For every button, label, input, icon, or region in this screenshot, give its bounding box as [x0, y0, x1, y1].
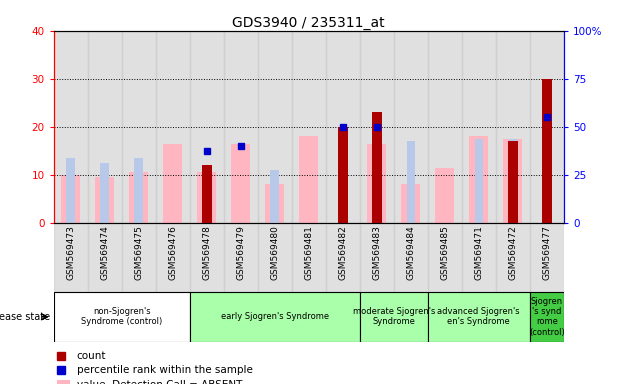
Text: GSM569479: GSM569479: [236, 225, 245, 280]
Text: GSM569472: GSM569472: [508, 225, 517, 280]
Bar: [224, 223, 258, 292]
Bar: [270, 170, 279, 223]
Bar: [542, 79, 552, 223]
Text: GSM569480: GSM569480: [270, 225, 279, 280]
Bar: [394, 223, 428, 292]
Text: GSM569476: GSM569476: [168, 225, 177, 280]
Text: GSM569475: GSM569475: [134, 225, 143, 280]
Bar: [190, 31, 224, 223]
Bar: [197, 172, 216, 223]
Bar: [394, 31, 428, 223]
Bar: [122, 31, 156, 223]
Text: GSM569484: GSM569484: [406, 225, 415, 280]
Bar: [190, 292, 360, 342]
Bar: [360, 292, 428, 342]
Bar: [88, 223, 122, 292]
Text: GSM569477: GSM569477: [542, 225, 551, 280]
Bar: [265, 184, 284, 223]
Bar: [469, 136, 488, 223]
Bar: [406, 141, 415, 223]
Bar: [61, 175, 80, 223]
Bar: [100, 163, 109, 223]
Bar: [292, 223, 326, 292]
Bar: [190, 223, 224, 292]
Bar: [163, 144, 182, 223]
Text: GSM569485: GSM569485: [440, 225, 449, 280]
Bar: [54, 292, 190, 342]
Bar: [462, 223, 496, 292]
Text: GSM569481: GSM569481: [304, 225, 313, 280]
Bar: [326, 223, 360, 292]
Text: advanced Sjogren's
en's Syndrome: advanced Sjogren's en's Syndrome: [437, 307, 520, 326]
Text: GSM569473: GSM569473: [66, 225, 75, 280]
Text: non-Sjogren's
Syndrome (control): non-Sjogren's Syndrome (control): [81, 307, 162, 326]
Bar: [156, 223, 190, 292]
Bar: [156, 31, 190, 223]
Bar: [496, 31, 530, 223]
Text: count: count: [76, 351, 106, 361]
Bar: [508, 139, 517, 223]
Bar: [57, 380, 70, 384]
Bar: [338, 127, 348, 223]
Bar: [496, 223, 530, 292]
Bar: [326, 31, 360, 223]
Bar: [95, 177, 114, 223]
Bar: [122, 223, 156, 292]
Bar: [360, 31, 394, 223]
Text: GSM569471: GSM569471: [474, 225, 483, 280]
Bar: [54, 223, 88, 292]
Bar: [202, 165, 212, 223]
Bar: [428, 223, 462, 292]
Bar: [66, 158, 75, 223]
Bar: [530, 223, 564, 292]
Bar: [474, 139, 483, 223]
Bar: [224, 31, 258, 223]
Text: GSM569482: GSM569482: [338, 225, 347, 280]
Bar: [258, 223, 292, 292]
Bar: [372, 112, 382, 223]
Bar: [530, 31, 564, 223]
Text: disease state: disease state: [0, 312, 50, 322]
Bar: [435, 167, 454, 223]
Text: percentile rank within the sample: percentile rank within the sample: [76, 365, 253, 376]
Bar: [231, 144, 250, 223]
Bar: [503, 139, 522, 223]
Text: Sjogren
's synd
rome
(control): Sjogren 's synd rome (control): [529, 297, 564, 337]
Bar: [134, 158, 143, 223]
Title: GDS3940 / 235311_at: GDS3940 / 235311_at: [232, 16, 385, 30]
Text: moderate Sjogren's
Syndrome: moderate Sjogren's Syndrome: [353, 307, 435, 326]
Text: value, Detection Call = ABSENT: value, Detection Call = ABSENT: [76, 380, 242, 384]
Bar: [428, 292, 530, 342]
Text: GSM569478: GSM569478: [202, 225, 211, 280]
Bar: [54, 31, 88, 223]
Bar: [360, 223, 394, 292]
Bar: [508, 141, 518, 223]
Text: GSM569474: GSM569474: [100, 225, 109, 280]
Bar: [462, 31, 496, 223]
Text: early Sjogren's Syndrome: early Sjogren's Syndrome: [220, 312, 329, 321]
Bar: [88, 31, 122, 223]
Bar: [129, 172, 148, 223]
Bar: [292, 31, 326, 223]
Text: GSM569483: GSM569483: [372, 225, 381, 280]
Bar: [258, 31, 292, 223]
Bar: [428, 31, 462, 223]
Bar: [367, 144, 386, 223]
Bar: [530, 292, 564, 342]
Bar: [299, 136, 318, 223]
Bar: [401, 184, 420, 223]
